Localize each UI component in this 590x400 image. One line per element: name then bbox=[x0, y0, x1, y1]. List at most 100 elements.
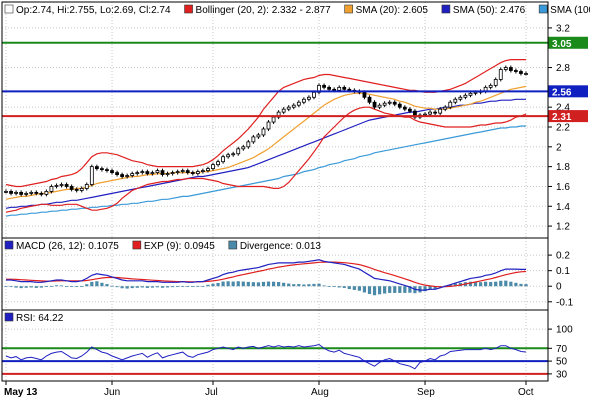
divergence-bar bbox=[176, 286, 180, 288]
candle-body bbox=[195, 171, 200, 174]
level-badge bbox=[548, 36, 588, 49]
candle-body bbox=[387, 101, 392, 104]
signal-line bbox=[6, 261, 527, 288]
divergence-bar bbox=[377, 286, 382, 295]
divergence-bar bbox=[403, 286, 407, 293]
candle-body bbox=[397, 103, 402, 108]
candle-body bbox=[367, 96, 372, 103]
divergence-bar bbox=[100, 282, 104, 287]
sma50-line bbox=[5, 98, 526, 209]
divergence-bar bbox=[226, 281, 230, 287]
divergence-bar bbox=[357, 286, 361, 291]
candle-body bbox=[322, 84, 326, 88]
y-tick-label: 0.1 bbox=[556, 266, 570, 277]
divergence-bar bbox=[433, 286, 437, 290]
divergence-bar bbox=[489, 282, 493, 287]
candle-body bbox=[488, 84, 493, 88]
y-tick-label: 1.2 bbox=[556, 222, 570, 233]
candle-body bbox=[524, 73, 528, 75]
legend-text: MACD (26, 12): 0.1075 bbox=[16, 241, 119, 252]
candle-body bbox=[94, 166, 99, 170]
candle-body bbox=[14, 191, 18, 194]
divergence-bar bbox=[120, 286, 124, 289]
panel-border bbox=[1, 309, 549, 382]
candle-body bbox=[463, 94, 468, 98]
divergence-bar bbox=[347, 286, 351, 290]
divergence-bar bbox=[519, 283, 523, 287]
candle-body bbox=[261, 128, 266, 136]
candle-body bbox=[241, 146, 246, 150]
y-tick-label: 3.2 bbox=[556, 23, 570, 34]
candle-body bbox=[246, 141, 251, 148]
y-tick-label: 1.8 bbox=[556, 162, 570, 173]
divergence-bar bbox=[256, 282, 261, 287]
candle-body bbox=[64, 184, 69, 187]
divergence-bar bbox=[181, 286, 185, 288]
divergence-bar bbox=[499, 280, 503, 287]
divergence-bar bbox=[206, 284, 210, 287]
divergence-bar bbox=[362, 286, 367, 293]
legend-text: Bollinger (20, 2): 2.332 - 2.877 bbox=[196, 5, 332, 16]
candle-body bbox=[69, 186, 74, 190]
divergence-bar bbox=[140, 286, 144, 288]
candle-body bbox=[503, 67, 508, 70]
macd-line bbox=[6, 259, 526, 291]
divergence-bar bbox=[155, 286, 160, 288]
candle-body bbox=[44, 191, 49, 195]
divergence-bar bbox=[59, 285, 64, 287]
candle-body bbox=[180, 170, 185, 173]
divergence-bar bbox=[494, 281, 498, 287]
legend-swatch bbox=[228, 240, 238, 250]
divergence-bar bbox=[448, 284, 452, 287]
divergence-bar bbox=[282, 282, 286, 287]
divergence-bar bbox=[367, 286, 372, 294]
level-badge-label: 2.31 bbox=[552, 112, 572, 123]
candle-body bbox=[54, 185, 59, 187]
divergence-bar bbox=[312, 283, 316, 287]
candle-body bbox=[347, 88, 352, 91]
divergence-bar bbox=[342, 286, 346, 288]
y-tick-label: 30 bbox=[556, 369, 568, 380]
candle-body bbox=[130, 173, 135, 176]
candle-body bbox=[236, 148, 241, 155]
y-tick-label: 1.6 bbox=[556, 182, 570, 193]
candle-body bbox=[89, 166, 94, 185]
candle-body bbox=[493, 79, 498, 86]
legend-swatch bbox=[184, 4, 193, 14]
divergence-bar bbox=[408, 286, 412, 293]
divergence-bar bbox=[317, 283, 321, 287]
legend-text: Op:2.74, Hi:2.755, Lo:2.69, Cl:2.74 bbox=[16, 5, 171, 16]
divergence-bar bbox=[302, 284, 306, 287]
y-tick-label: -0.1 bbox=[556, 297, 574, 308]
candle-body bbox=[402, 106, 407, 110]
divergence-bar bbox=[468, 281, 473, 287]
legend-text: SMA (20): 2.605 bbox=[356, 5, 429, 16]
divergence-bar bbox=[251, 282, 255, 287]
bollinger-upper-line bbox=[5, 59, 526, 188]
level-badge bbox=[548, 110, 588, 123]
x-tick-label: Sep bbox=[417, 387, 435, 398]
candle-body bbox=[160, 170, 165, 175]
rsi-line bbox=[5, 343, 527, 370]
divergence-bar bbox=[473, 281, 478, 287]
candle-body bbox=[514, 70, 518, 72]
candle-body bbox=[342, 86, 347, 90]
divergence-bar bbox=[307, 284, 311, 287]
divergence-bar bbox=[9, 286, 13, 288]
candle-body bbox=[216, 161, 220, 166]
divergence-bar bbox=[383, 286, 387, 294]
level-badge-label: 2.56 bbox=[552, 87, 572, 98]
divergence-bar bbox=[236, 281, 240, 287]
candle-body bbox=[519, 71, 523, 74]
divergence-bar bbox=[105, 284, 109, 287]
candle-body bbox=[115, 172, 119, 175]
candle-body bbox=[443, 106, 448, 110]
divergence-bar bbox=[115, 286, 119, 288]
candle-body bbox=[4, 191, 8, 193]
divergence-bar bbox=[125, 286, 129, 289]
candle-body bbox=[185, 170, 190, 173]
x-axis: May 13 Jun Jul Aug Sep Oct bbox=[4, 381, 534, 398]
candle-body bbox=[79, 188, 84, 191]
divergence-bar bbox=[186, 286, 190, 288]
legend-swatch bbox=[4, 4, 14, 14]
